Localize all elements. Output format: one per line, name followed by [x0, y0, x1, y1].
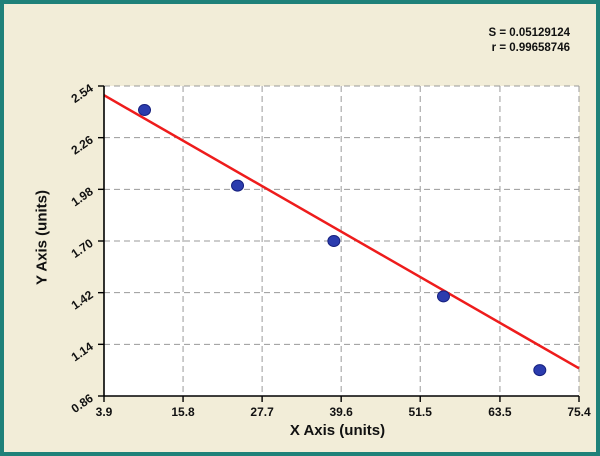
x-tick-label: 75.4: [567, 405, 591, 419]
regression-line: [103, 94, 580, 370]
x-tick-label: 15.8: [171, 405, 195, 419]
y-tick-label: 2.26: [69, 132, 96, 157]
x-tick-label: 3.9: [96, 405, 113, 419]
y-tick-label: 1.14: [69, 339, 96, 364]
y-tick-label: 1.98: [69, 184, 96, 209]
x-tick-label: 39.6: [329, 405, 353, 419]
data-point[interactable]: [533, 364, 547, 377]
stat-correlation: r = 0.99658746: [491, 42, 570, 54]
y-tick-label: 1.42: [69, 287, 96, 312]
scatter-plot: 3.9 15.8 27.7 39.6 51.5 63.5 75.4 0.86 1.14 1.42 1…: [69, 81, 591, 419]
data-point[interactable]: [327, 235, 341, 247]
y-tick-label: 0.86: [69, 391, 96, 416]
y-axis-title: Y Axis (units): [33, 189, 51, 286]
x-tick-label: 51.5: [409, 405, 433, 419]
y-tick-label: 2.54: [69, 81, 96, 106]
x-tick-label: 27.7: [250, 405, 274, 419]
x-tick-label: 63.5: [488, 405, 512, 419]
x-axis-title: X Axis (units): [289, 422, 386, 439]
y-tick-label: 1.70: [69, 236, 96, 261]
data-point[interactable]: [436, 290, 450, 303]
data-point[interactable]: [138, 103, 152, 116]
stat-standard-error: S = 0.05129124: [488, 27, 570, 39]
data-point[interactable]: [231, 179, 245, 192]
fit-statistics: S = 0.05129124 r = 0.99658746: [488, 26, 570, 56]
